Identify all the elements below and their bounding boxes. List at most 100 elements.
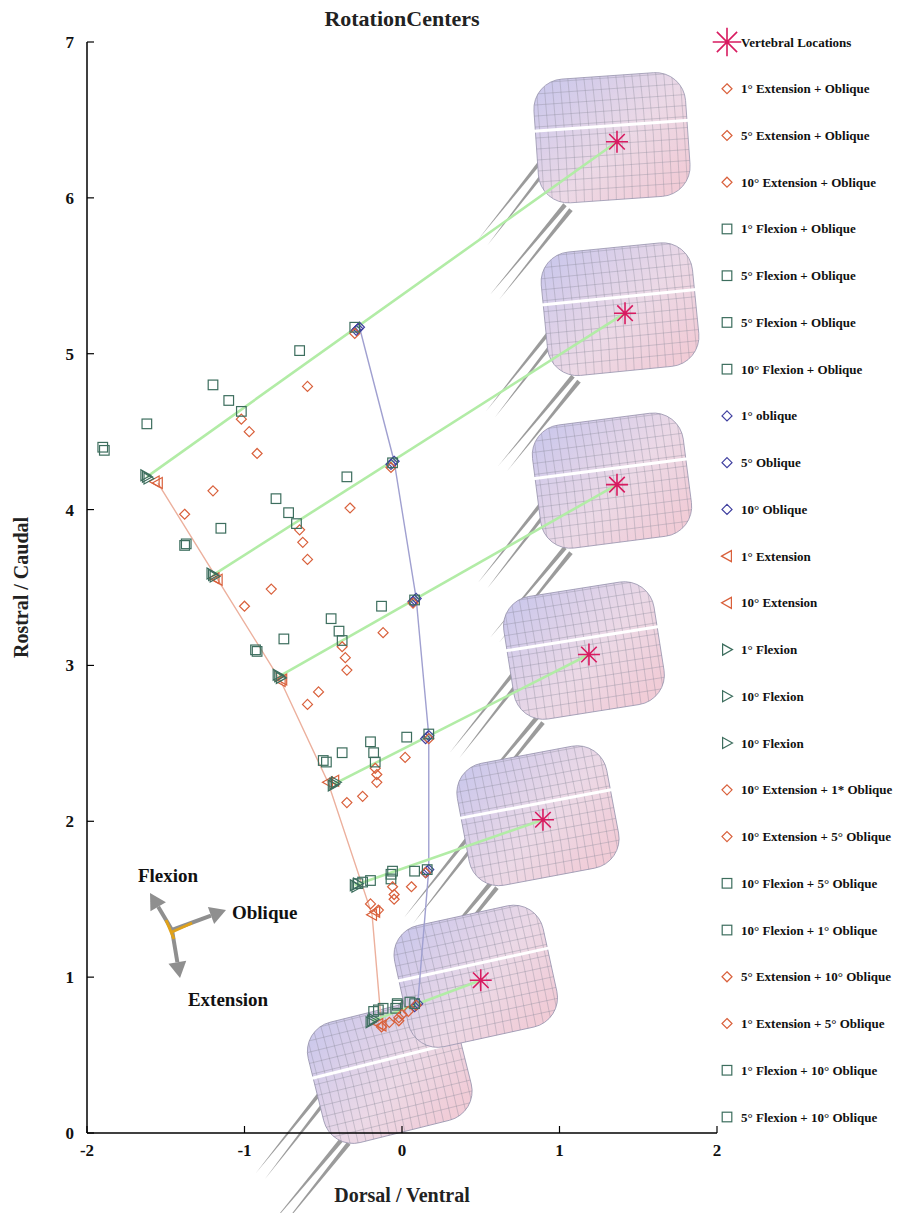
mesh-line: [542, 297, 697, 312]
mesh-line: [544, 78, 554, 205]
mesh-line: [637, 577, 658, 703]
mesh-line: [529, 411, 682, 431]
y-tick: [87, 41, 94, 42]
mesh-line: [645, 577, 666, 702]
mesh-line: [548, 424, 565, 551]
legend-label: 10° Flexion: [741, 689, 804, 704]
mesh-line: [537, 488, 692, 508]
mesh-line: [532, 72, 686, 83]
mesh-line: [504, 623, 658, 647]
mesh-line: [566, 250, 580, 377]
mesh-line: [389, 912, 541, 945]
square-marker: [722, 879, 732, 889]
square-marker: [342, 472, 352, 482]
mesh-line: [510, 655, 664, 679]
mesh-line: [556, 423, 574, 550]
vertebra-body: [452, 741, 624, 891]
diamond-marker: [394, 1013, 404, 1023]
square-marker: [722, 271, 732, 281]
mesh-line: [452, 753, 605, 782]
asterisk-marker: [578, 644, 600, 666]
y-tick: [87, 353, 94, 354]
process-streak: [268, 1137, 345, 1213]
mesh-line: [394, 933, 546, 966]
asterisk-marker: [713, 28, 742, 57]
asterisk-marker: [532, 809, 554, 831]
key-bracket: [166, 920, 192, 939]
diamond-marker: [342, 798, 352, 808]
y-tick: [87, 821, 94, 822]
mesh-line: [515, 688, 669, 712]
x-tick: [86, 1126, 87, 1133]
mesh-line: [628, 414, 646, 541]
title: RotationCenters: [324, 6, 480, 31]
diamond-marker: [350, 328, 360, 338]
mesh-line: [316, 1058, 467, 1096]
mesh-line: [351, 1015, 384, 1140]
mesh-line: [613, 581, 634, 708]
vertebra-mesh: [538, 240, 702, 378]
diamond-marker: [397, 1010, 407, 1020]
square-marker: [350, 322, 360, 332]
square-marker: [284, 508, 294, 518]
mesh-line: [539, 264, 694, 279]
mesh-line: [558, 590, 580, 717]
legend-label: 10° Flexion: [741, 736, 804, 751]
mesh-line: [536, 79, 545, 205]
mesh-line: [396, 944, 548, 977]
connector-line: [372, 980, 481, 1021]
mesh-line: [343, 1017, 376, 1142]
square-marker: [374, 1005, 384, 1015]
triangle-left-marker: [370, 906, 380, 917]
key-arrow-head: [150, 893, 166, 911]
triangle-right-marker: [723, 738, 733, 749]
diamond-marker: [303, 699, 313, 709]
square-marker: [358, 877, 368, 887]
mesh-line: [580, 420, 598, 547]
mesh-line: [631, 72, 642, 200]
square-marker: [279, 634, 289, 644]
mesh-line: [391, 922, 543, 955]
legend-label: 10° Flexion + 1° Oblique: [741, 923, 877, 938]
mesh-line: [499, 590, 653, 614]
square-marker: [722, 1065, 732, 1075]
mesh-line: [367, 1011, 400, 1136]
mesh-line: [542, 592, 564, 719]
mesh-line: [532, 426, 549, 552]
mesh-line: [606, 582, 628, 709]
y-tick-label: 1: [66, 968, 75, 987]
square-marker: [370, 757, 380, 767]
x-tick: [559, 1126, 560, 1133]
legend-label: 5° Oblique: [741, 455, 801, 470]
connector-line: [279, 485, 617, 677]
mesh-line: [655, 71, 665, 199]
square-marker: [410, 999, 420, 1009]
mesh-line: [501, 601, 655, 625]
diamond-marker: [295, 525, 305, 535]
diamond-marker: [722, 130, 732, 140]
mesh-line: [540, 425, 557, 552]
diamond-marker: [722, 84, 732, 94]
x-tick-label: 0: [398, 1141, 407, 1160]
mesh-line: [547, 351, 701, 366]
triangle-right-marker: [210, 571, 220, 582]
axes: -2-101201234567: [66, 33, 722, 1160]
vertebra-mesh: [499, 577, 669, 723]
mesh-line: [679, 71, 688, 197]
direction-key: FlexionObliqueExtension: [138, 865, 298, 1010]
legend-label: 5° Flexion + Oblique: [741, 315, 856, 330]
mesh-line: [621, 580, 642, 707]
mesh-line: [533, 455, 688, 475]
mesh-line: [407, 925, 435, 1050]
mesh-line: [654, 241, 668, 369]
diamond-marker: [722, 177, 732, 187]
vertebra-mesh: [388, 899, 563, 1053]
triangle-left-marker: [722, 551, 732, 562]
plot-data: [98, 131, 636, 1032]
diamond-marker: [722, 504, 732, 514]
square-marker: [292, 519, 302, 529]
mesh-line: [623, 73, 634, 201]
mesh-line: [584, 75, 595, 203]
legend-label: 10° Extension + 1* Oblique: [741, 782, 893, 797]
mesh-line: [685, 240, 698, 366]
